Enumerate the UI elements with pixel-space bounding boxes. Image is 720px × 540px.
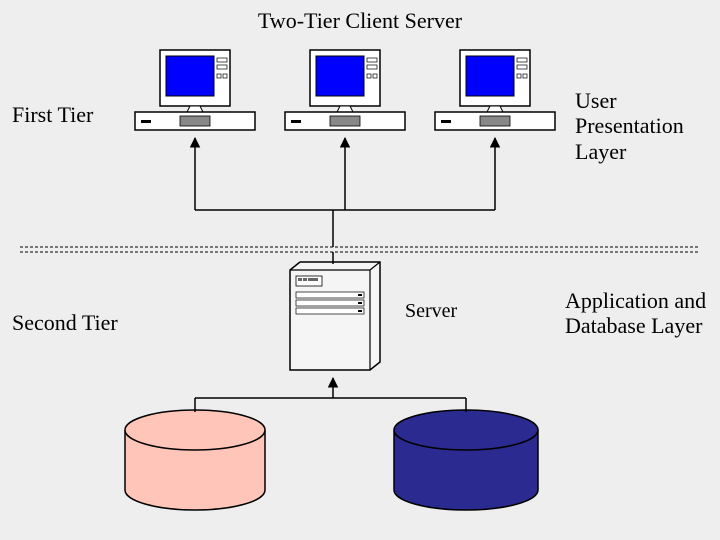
applications-cylinder-icon <box>125 410 265 510</box>
client-computer-icon <box>135 50 255 130</box>
client-computer-icon <box>435 50 555 130</box>
client-computer-icon <box>285 50 405 130</box>
server-icon <box>290 262 380 370</box>
database-cylinder-icon <box>394 410 538 510</box>
diagram-svg <box>0 0 720 540</box>
